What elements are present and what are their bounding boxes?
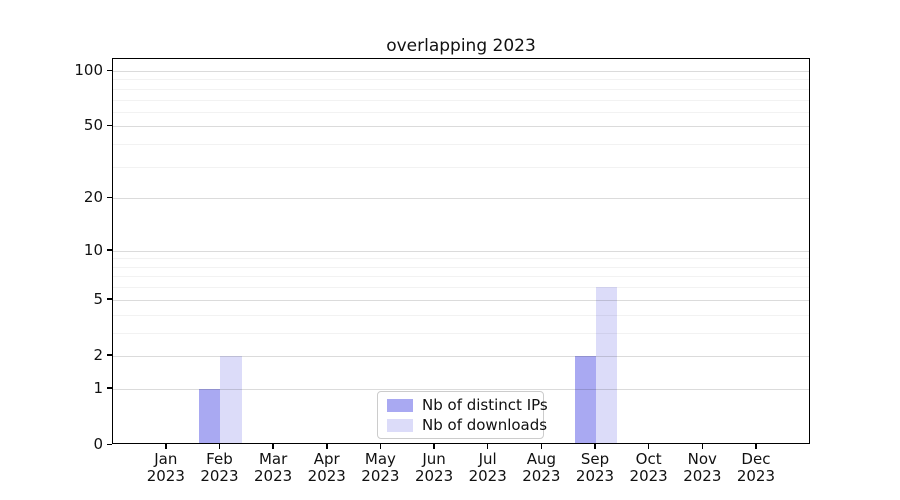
x-tick-mark bbox=[379, 444, 382, 449]
x-tick-label: Nov 2023 bbox=[683, 450, 722, 485]
x-tick-mark bbox=[433, 444, 435, 449]
bar-downloads-feb-2023 bbox=[220, 355, 242, 444]
y-tick-label: 50 bbox=[83, 116, 103, 135]
y-tick-label: 10 bbox=[83, 240, 103, 259]
x-tick-mark bbox=[165, 444, 167, 449]
x-tick-label: Jan 2023 bbox=[146, 450, 185, 485]
y-tick-label: 0 bbox=[93, 435, 103, 453]
gridline-minor bbox=[113, 111, 809, 113]
gridline-minor bbox=[113, 166, 809, 168]
x-tick-mark bbox=[218, 444, 221, 449]
legend-item-distinct-ips: Nb of distinct IPs bbox=[387, 397, 548, 413]
x-tick-mark bbox=[486, 444, 489, 449]
y-tick-mark bbox=[107, 387, 112, 389]
x-tick-mark bbox=[326, 444, 328, 449]
legend-label: Nb of distinct IPs bbox=[422, 396, 548, 414]
gridline-minor bbox=[113, 314, 809, 316]
gridline-minor bbox=[113, 88, 809, 90]
y-tick-mark bbox=[107, 69, 112, 71]
x-tick-label: Jul 2023 bbox=[468, 450, 507, 485]
y-tick-label: 20 bbox=[83, 188, 103, 207]
legend: Nb of distinct IPs Nb of downloads bbox=[377, 391, 548, 439]
x-tick-label: Mar 2023 bbox=[254, 450, 293, 485]
bar-distinct-ips-feb-2023 bbox=[199, 388, 221, 444]
y-tick-mark bbox=[107, 196, 112, 199]
legend-item-downloads: Nb of downloads bbox=[387, 417, 547, 433]
x-tick-mark bbox=[647, 444, 650, 449]
x-tick-label: Aug 2023 bbox=[522, 450, 561, 485]
x-tick-mark bbox=[272, 444, 274, 449]
x-tick-label: Jun 2023 bbox=[414, 450, 454, 485]
x-tick-mark bbox=[594, 444, 596, 449]
x-tick-label: Feb 2023 bbox=[200, 450, 239, 485]
y-tick-mark bbox=[107, 443, 112, 445]
y-tick-label: 2 bbox=[93, 345, 103, 364]
gridline-major bbox=[113, 299, 809, 301]
bar-distinct-ips-sep-2023 bbox=[574, 355, 596, 444]
x-tick-mark bbox=[540, 444, 543, 449]
bar-downloads-sep-2023 bbox=[596, 287, 618, 444]
y-tick-mark bbox=[107, 249, 112, 251]
plot-area bbox=[112, 58, 810, 444]
gridline-major bbox=[113, 355, 809, 357]
gridline-minor bbox=[113, 276, 809, 278]
gridline-minor bbox=[113, 332, 809, 334]
y-tick-mark bbox=[107, 354, 112, 356]
x-tick-label: Apr 2023 bbox=[307, 450, 346, 485]
x-tick-label: Sep 2023 bbox=[575, 450, 615, 485]
gridline-minor bbox=[113, 79, 809, 81]
gridline-minor bbox=[113, 258, 809, 260]
legend-label: Nb of downloads bbox=[422, 416, 548, 434]
chart-title: overlapping 2023 bbox=[386, 36, 536, 56]
legend-swatch-downloads bbox=[387, 418, 413, 432]
gridline-major bbox=[113, 71, 809, 72]
y-tick-label: 100 bbox=[74, 61, 103, 79]
x-tick-mark bbox=[755, 444, 757, 449]
gridline-major bbox=[113, 250, 809, 252]
x-tick-mark bbox=[701, 444, 704, 449]
x-tick-label: Dec 2023 bbox=[736, 450, 776, 485]
gridline-major bbox=[113, 198, 809, 200]
gridline-minor bbox=[113, 287, 809, 289]
gridline-minor bbox=[113, 99, 809, 101]
y-tick-mark bbox=[107, 124, 112, 127]
x-tick-label: May 2023 bbox=[361, 450, 400, 485]
gridline-minor bbox=[113, 144, 809, 146]
y-tick-label: 5 bbox=[93, 289, 103, 308]
y-tick-mark bbox=[107, 298, 112, 300]
gridline-minor bbox=[113, 266, 809, 268]
y-tick-label: 1 bbox=[93, 378, 103, 397]
gridline-major bbox=[113, 388, 809, 390]
legend-swatch-distinct-ips bbox=[387, 398, 413, 412]
gridline-major bbox=[113, 126, 809, 128]
x-tick-label: Oct 2023 bbox=[629, 450, 668, 485]
